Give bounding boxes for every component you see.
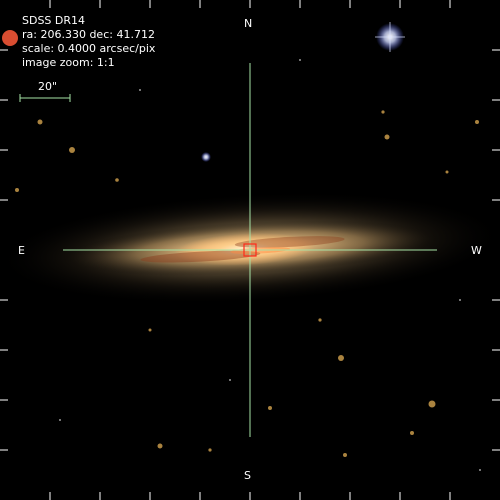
- image-info-panel: SDSS DR14 ra: 206.330 dec: 41.712 scale:…: [22, 14, 155, 70]
- survey-label: SDSS DR14: [22, 14, 86, 27]
- zoom-text: image zoom: 1:1: [22, 56, 115, 69]
- compass-east: E: [18, 244, 25, 257]
- compass-west: W: [471, 244, 482, 257]
- coordinates-label: ra: 206.330 dec: 41.712: [22, 28, 155, 41]
- scale-text: scale: 0.4000 arcsec/pix: [22, 42, 156, 55]
- compass-north: N: [244, 17, 253, 30]
- scale-bar-label: 20": [38, 80, 58, 93]
- target-box: [243, 243, 257, 257]
- compass-south: S: [244, 469, 251, 482]
